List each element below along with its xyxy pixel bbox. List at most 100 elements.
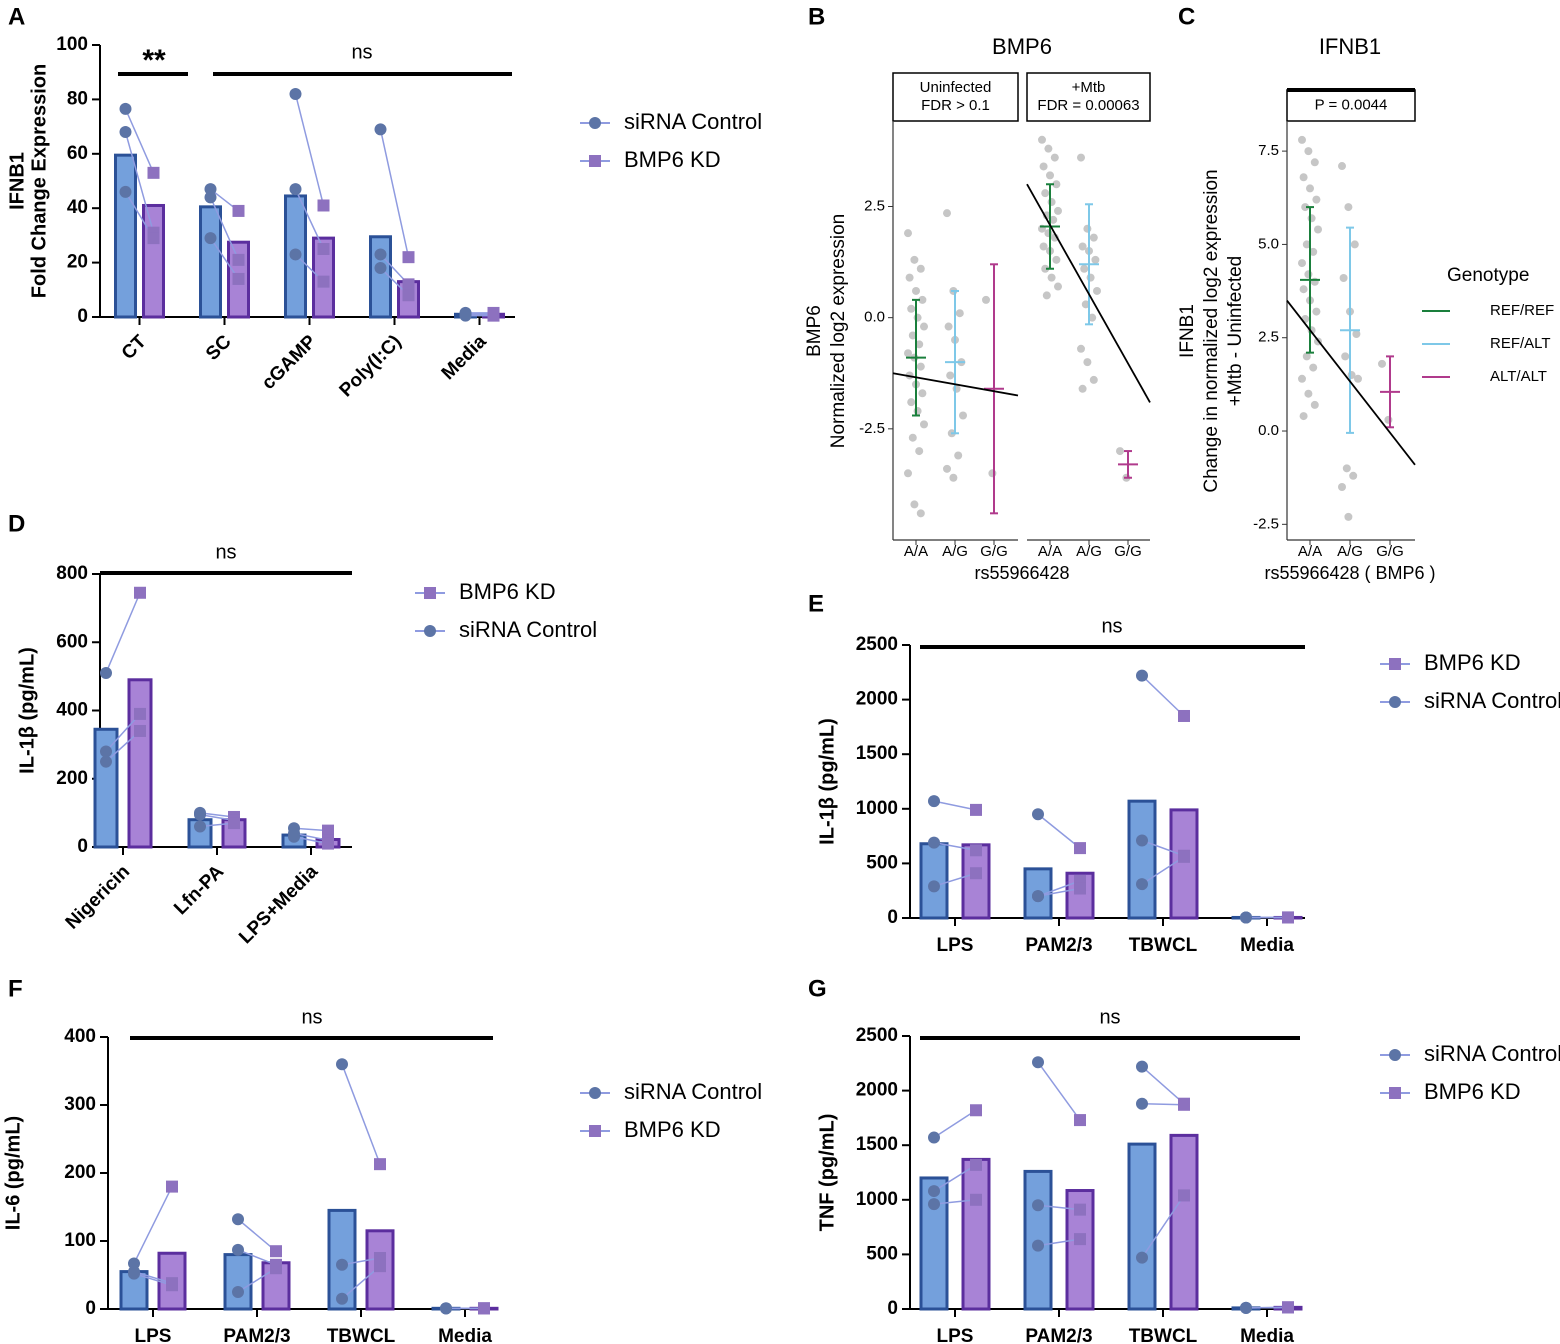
legend-marker (1389, 1049, 1401, 1061)
data-point (1310, 158, 1319, 167)
x-tick-label: SC (202, 331, 236, 365)
replicate-point (459, 309, 472, 322)
x-tick-label: Media (438, 1326, 492, 1344)
x-tick-label: LPS (937, 935, 974, 956)
data-point (1083, 224, 1092, 233)
data-point (1312, 195, 1321, 204)
replicate-point (1136, 1251, 1148, 1264)
x-tick-label: TBWCL (1129, 1326, 1198, 1344)
facet-strip (1286, 89, 1416, 122)
bar (1169, 1133, 1199, 1311)
y-tick-label: 200 (56, 768, 88, 789)
data-point (916, 509, 925, 518)
x-tick-label: G/G (1376, 543, 1404, 560)
replicate-point (336, 1258, 348, 1271)
data-point (912, 286, 920, 295)
data-point (1299, 173, 1308, 182)
replicate-link (1037, 813, 1081, 849)
data-point (1039, 242, 1048, 251)
y-tick-label: -2.5 (859, 420, 885, 437)
data-point (918, 389, 927, 398)
y-axis-label: IFNB1 (1177, 304, 1198, 358)
y-tick-label: 2000 (856, 1080, 898, 1101)
y-tick-label: 80 (67, 88, 88, 109)
replicate-link (933, 800, 977, 811)
data-point (1298, 135, 1306, 144)
y-tick-label: 60 (67, 143, 88, 164)
replicate-point (1032, 1199, 1044, 1212)
replicate-link (933, 1109, 977, 1139)
data-point (1078, 384, 1087, 393)
y-tick-label: 2.5 (864, 197, 885, 214)
data-point (907, 304, 916, 313)
replicate-point (270, 1262, 282, 1275)
significance-label: ns (351, 41, 372, 63)
y-tick-label: 2000 (856, 689, 898, 710)
y-tick-label: 100 (64, 1230, 96, 1251)
data-point (1077, 153, 1085, 162)
data-point (954, 451, 963, 460)
panel-letter: E (808, 590, 824, 617)
replicate-link (1141, 1195, 1185, 1259)
data-point (1047, 273, 1056, 282)
bar (365, 1229, 395, 1311)
facet-strip (1026, 72, 1151, 122)
fit-line (892, 372, 1019, 397)
bar (199, 205, 222, 319)
replicate-point (478, 1302, 490, 1315)
data-point (1047, 198, 1056, 207)
data-point (910, 255, 919, 264)
replicate-point (100, 755, 112, 768)
replicate-link (237, 1218, 277, 1252)
y-axis-label: IL-1β (pg/mL) (16, 647, 38, 774)
x-tick-label: A/A (1298, 543, 1322, 560)
legend-label: siRNA Control (1424, 1041, 1560, 1066)
y-axis-label: BMP6 (804, 305, 825, 357)
replicate-point (194, 820, 206, 833)
replicate-point (928, 836, 940, 849)
data-point (915, 447, 924, 456)
data-point (949, 473, 958, 482)
replicate-point (166, 1279, 178, 1292)
replicate-point (1136, 1097, 1148, 1110)
bar (1127, 799, 1157, 920)
legend-title: Genotype (1447, 265, 1529, 286)
legend-marker (589, 1087, 601, 1099)
replicate-point (1074, 1114, 1086, 1127)
replicate-link (209, 237, 240, 280)
replicate-link (105, 713, 141, 752)
data-point (1050, 153, 1059, 162)
bar (142, 203, 165, 319)
replicate-point (232, 1213, 244, 1226)
replicate-point (322, 824, 334, 837)
legend-label: siRNA Control (624, 109, 762, 134)
bar (961, 1157, 991, 1311)
x-tick-label: PAM2/3 (1025, 1326, 1092, 1344)
y-axis-label: TNF (pg/mL) (816, 1114, 838, 1232)
bar (919, 1176, 949, 1311)
replicate-point (1136, 878, 1148, 891)
panel-letter: A (8, 3, 25, 30)
data-point (908, 433, 917, 442)
replicate-point (232, 272, 245, 285)
data-point (1302, 240, 1311, 249)
y-tick-label: 1000 (856, 1189, 898, 1210)
data-point (905, 273, 914, 282)
data-point (1301, 203, 1310, 212)
replicate-point (1032, 1239, 1044, 1252)
data-point (915, 340, 924, 349)
facet-label: +Mtb (1072, 79, 1106, 96)
data-point (952, 384, 961, 393)
replicate-link (124, 131, 155, 233)
data-point (1083, 358, 1092, 367)
y-tick-label: 300 (64, 1094, 96, 1115)
data-point (1088, 313, 1097, 322)
replicate-point (1178, 1098, 1190, 1111)
replicate-point (928, 1185, 940, 1198)
legend-label: BMP6 KD (624, 1117, 721, 1142)
replicate-link (341, 1265, 381, 1300)
replicate-point (970, 1158, 982, 1171)
data-point (1046, 171, 1054, 180)
replicate-point (970, 1193, 982, 1206)
data-point (1378, 359, 1386, 368)
